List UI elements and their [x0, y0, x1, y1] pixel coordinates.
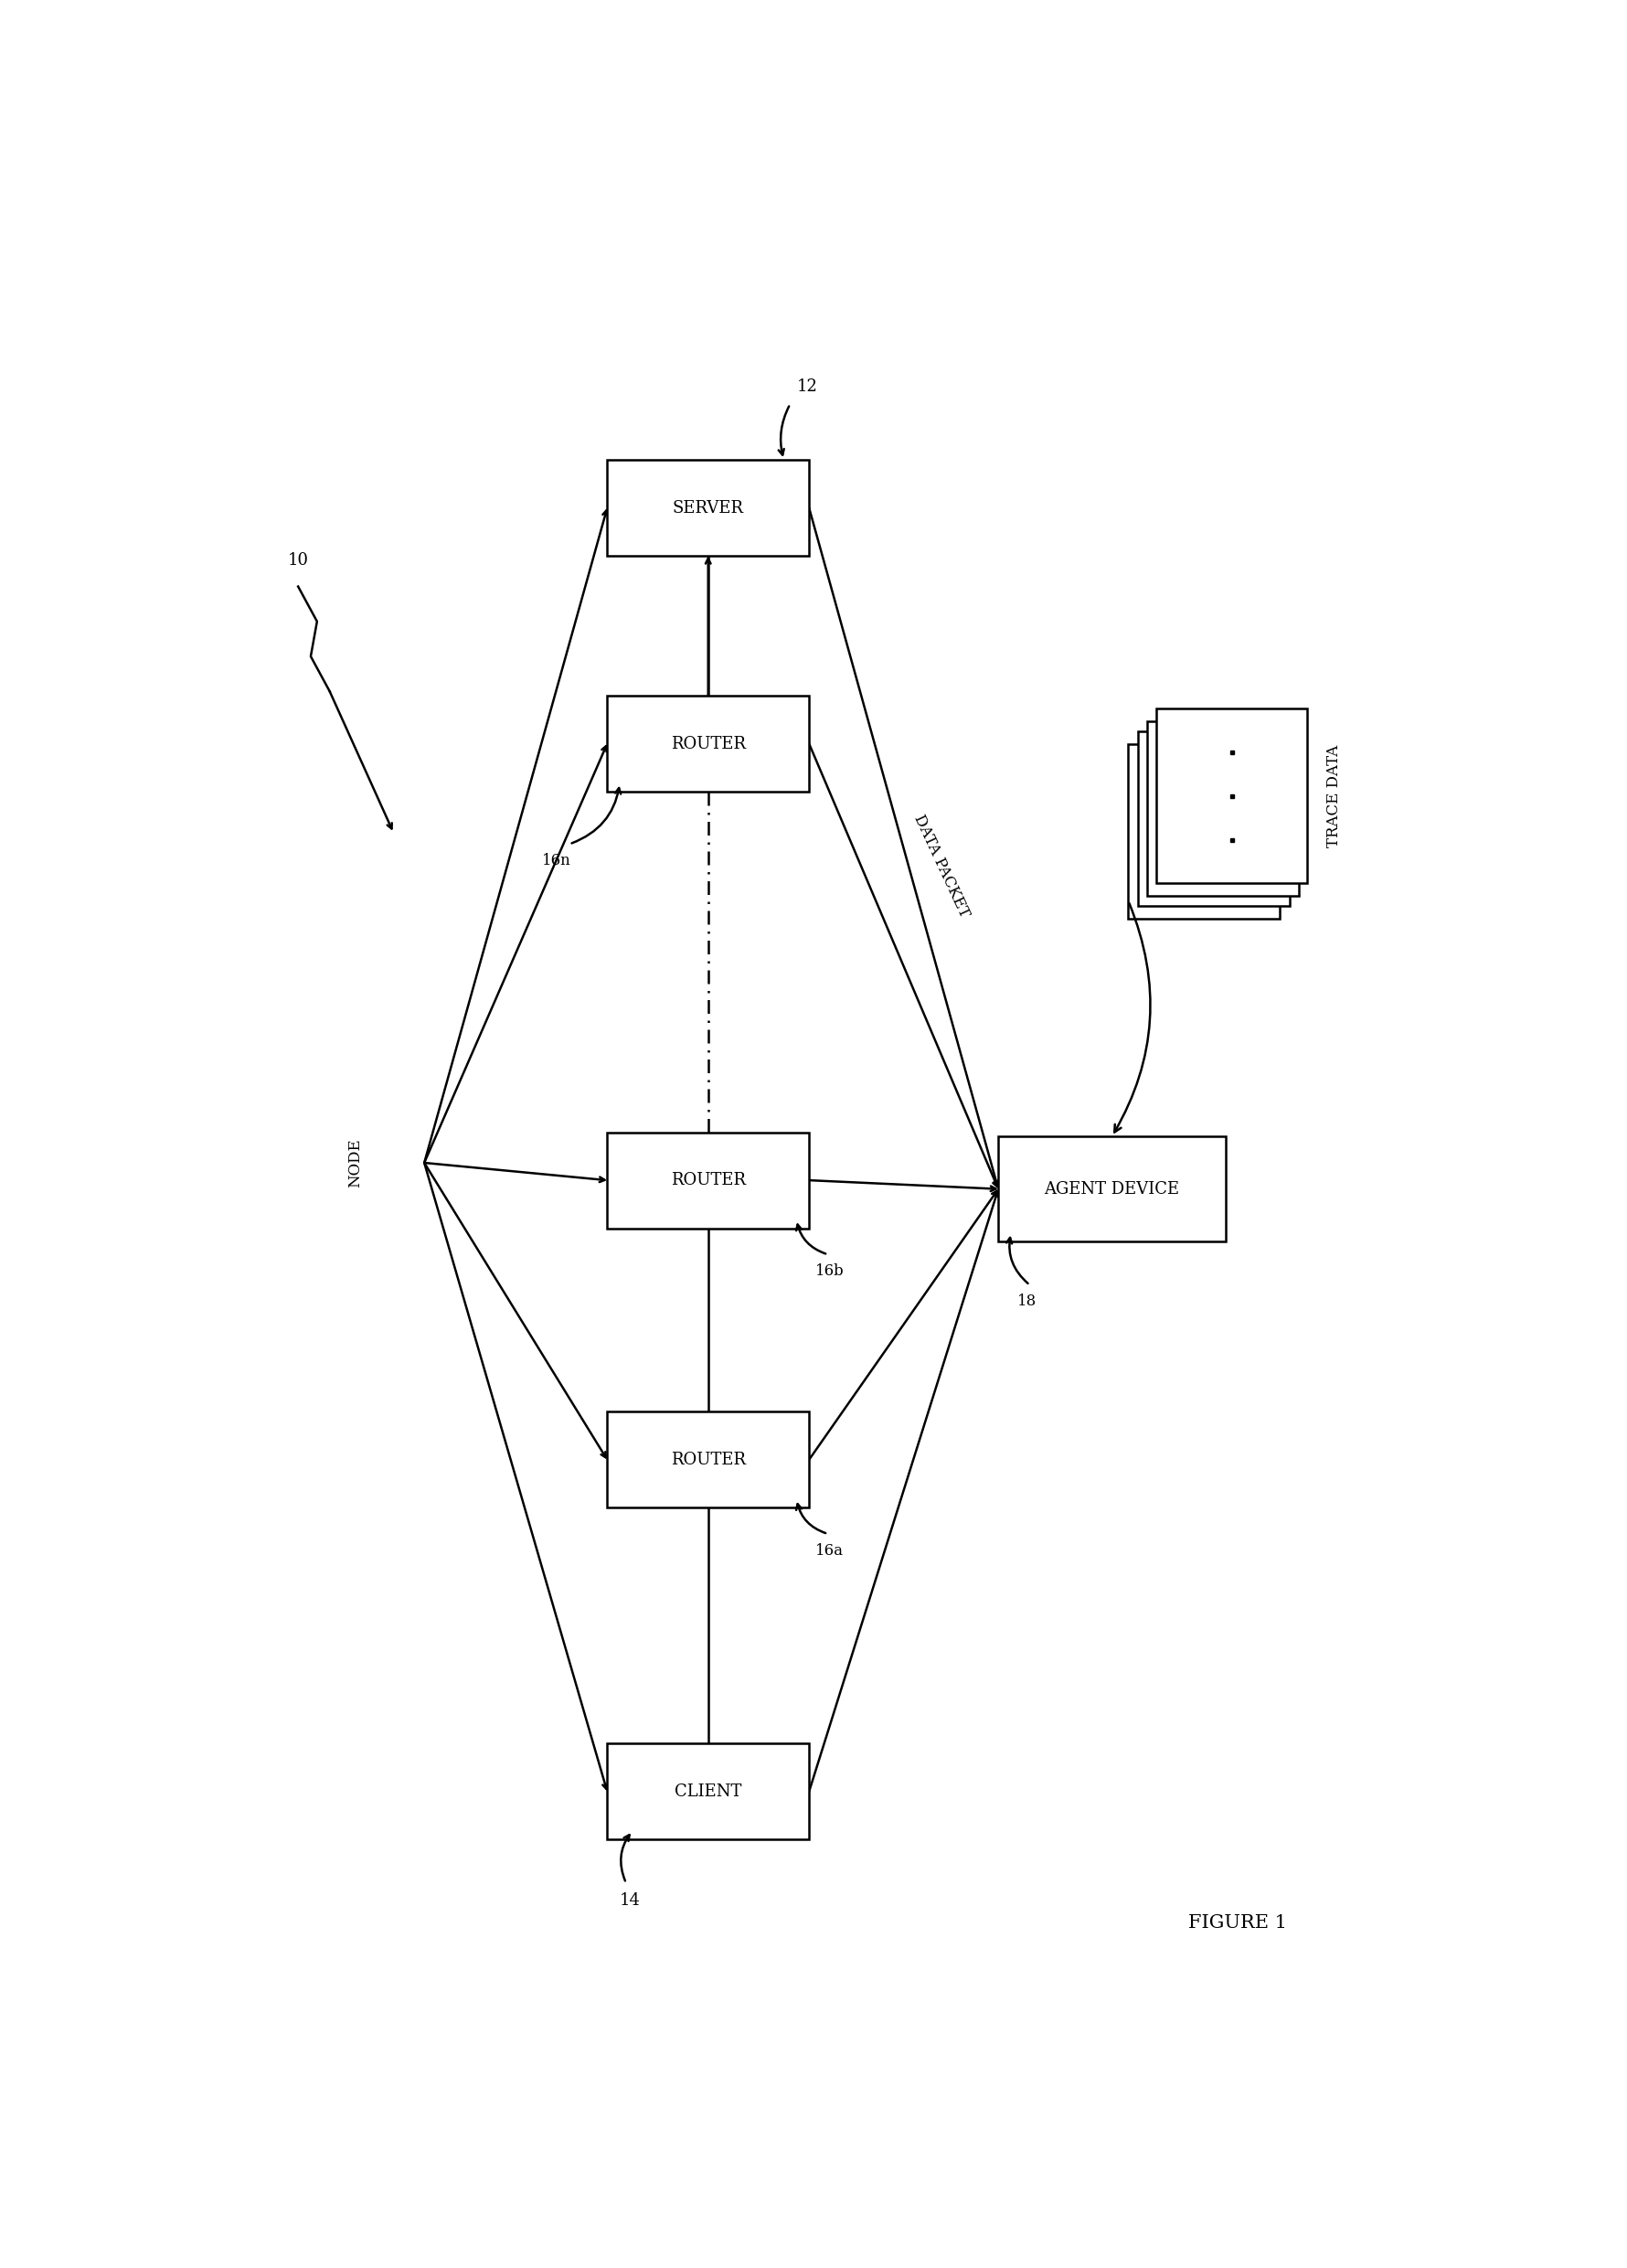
Bar	[1128, 744, 1279, 919]
Text: ROUTER: ROUTER	[670, 1452, 745, 1467]
Text: FIGURE 1: FIGURE 1	[1188, 1914, 1287, 1930]
Text: SERVER: SERVER	[672, 499, 744, 517]
Text: 16n: 16n	[542, 853, 571, 869]
Bar	[607, 1132, 809, 1229]
FancyArrowPatch shape	[1114, 903, 1150, 1132]
Bar	[607, 1411, 809, 1508]
Text: 16a: 16a	[815, 1542, 843, 1558]
Text: 10: 10	[288, 553, 309, 569]
FancyArrowPatch shape	[796, 1504, 825, 1533]
FancyArrowPatch shape	[1005, 1238, 1027, 1284]
Text: 16b: 16b	[815, 1263, 844, 1279]
Text: AGENT DEVICE: AGENT DEVICE	[1043, 1182, 1180, 1198]
FancyArrowPatch shape	[620, 1835, 630, 1880]
Text: 18: 18	[1017, 1293, 1036, 1309]
Bar	[607, 460, 809, 556]
Text: 14: 14	[620, 1892, 641, 1907]
Text: 12: 12	[796, 379, 817, 395]
Bar	[1155, 708, 1306, 882]
Bar	[607, 696, 809, 792]
Bar	[607, 1744, 809, 1839]
FancyArrowPatch shape	[571, 787, 620, 844]
Text: NODE: NODE	[347, 1139, 363, 1188]
Bar	[997, 1136, 1225, 1241]
Text: ROUTER: ROUTER	[670, 735, 745, 753]
Text: ROUTER: ROUTER	[670, 1173, 745, 1188]
Text: CLIENT: CLIENT	[674, 1783, 742, 1801]
Bar	[1137, 733, 1289, 907]
Text: DATA PACKET: DATA PACKET	[911, 812, 971, 921]
Bar	[1147, 721, 1298, 896]
Text: TRACE DATA: TRACE DATA	[1326, 744, 1341, 848]
FancyArrowPatch shape	[778, 406, 789, 456]
FancyArrowPatch shape	[796, 1225, 825, 1254]
